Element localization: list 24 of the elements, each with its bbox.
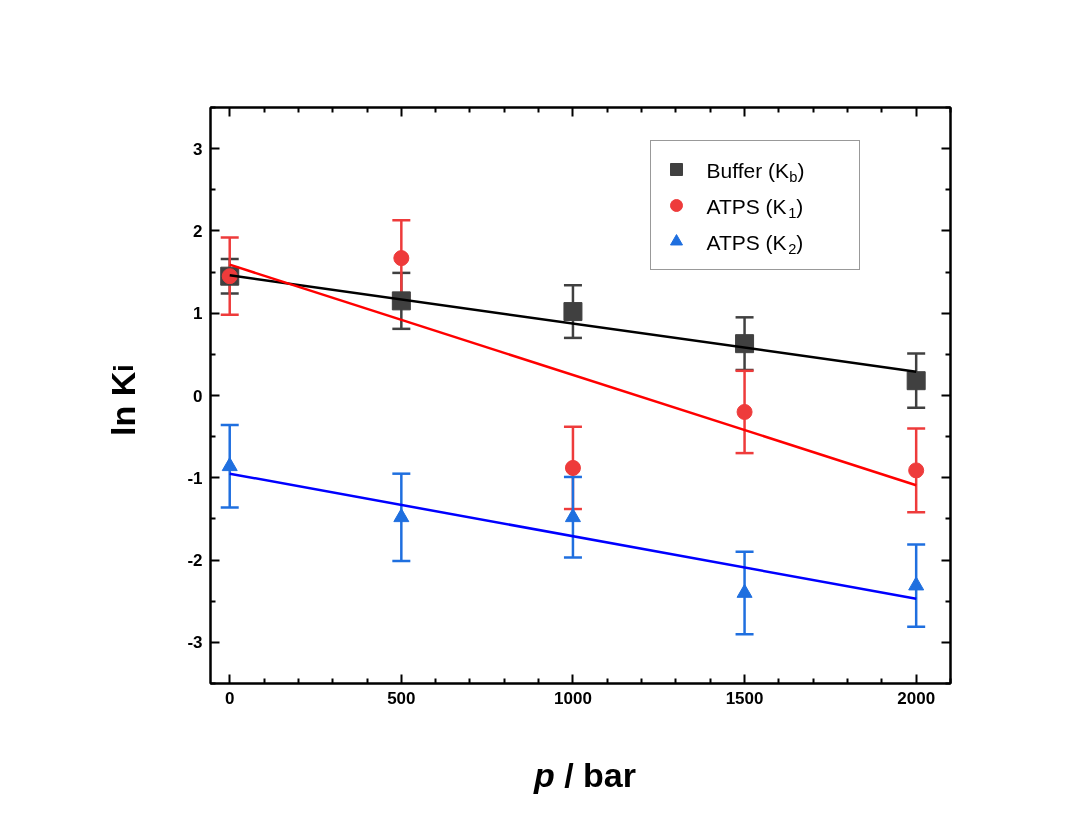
x-tick-label: 1500: [725, 688, 764, 708]
point: [563, 302, 583, 322]
point: [221, 457, 238, 472]
point: [736, 403, 753, 420]
point: [906, 371, 926, 391]
point: [393, 508, 410, 523]
x-tick-label: 0: [224, 688, 235, 708]
y-tick-label: 2: [193, 221, 203, 241]
y-tick-label: 3: [193, 139, 203, 159]
point: [736, 583, 753, 598]
point: [908, 462, 925, 479]
x-tick-label: 500: [387, 688, 416, 708]
x-tick-label: 2000: [897, 688, 936, 708]
y-tick-label: 0: [193, 386, 203, 406]
x-axis-title: p / bar: [532, 755, 637, 796]
point: [564, 459, 581, 476]
y-tick-label: 1: [193, 304, 203, 324]
y-tick-label: -1: [187, 468, 203, 488]
x-tick-label: 1000: [554, 688, 592, 708]
point: [564, 508, 581, 523]
point: [393, 250, 410, 267]
point: [908, 576, 925, 591]
y-tick-label: -2: [187, 551, 203, 571]
y-tick-label: -3: [187, 633, 203, 653]
